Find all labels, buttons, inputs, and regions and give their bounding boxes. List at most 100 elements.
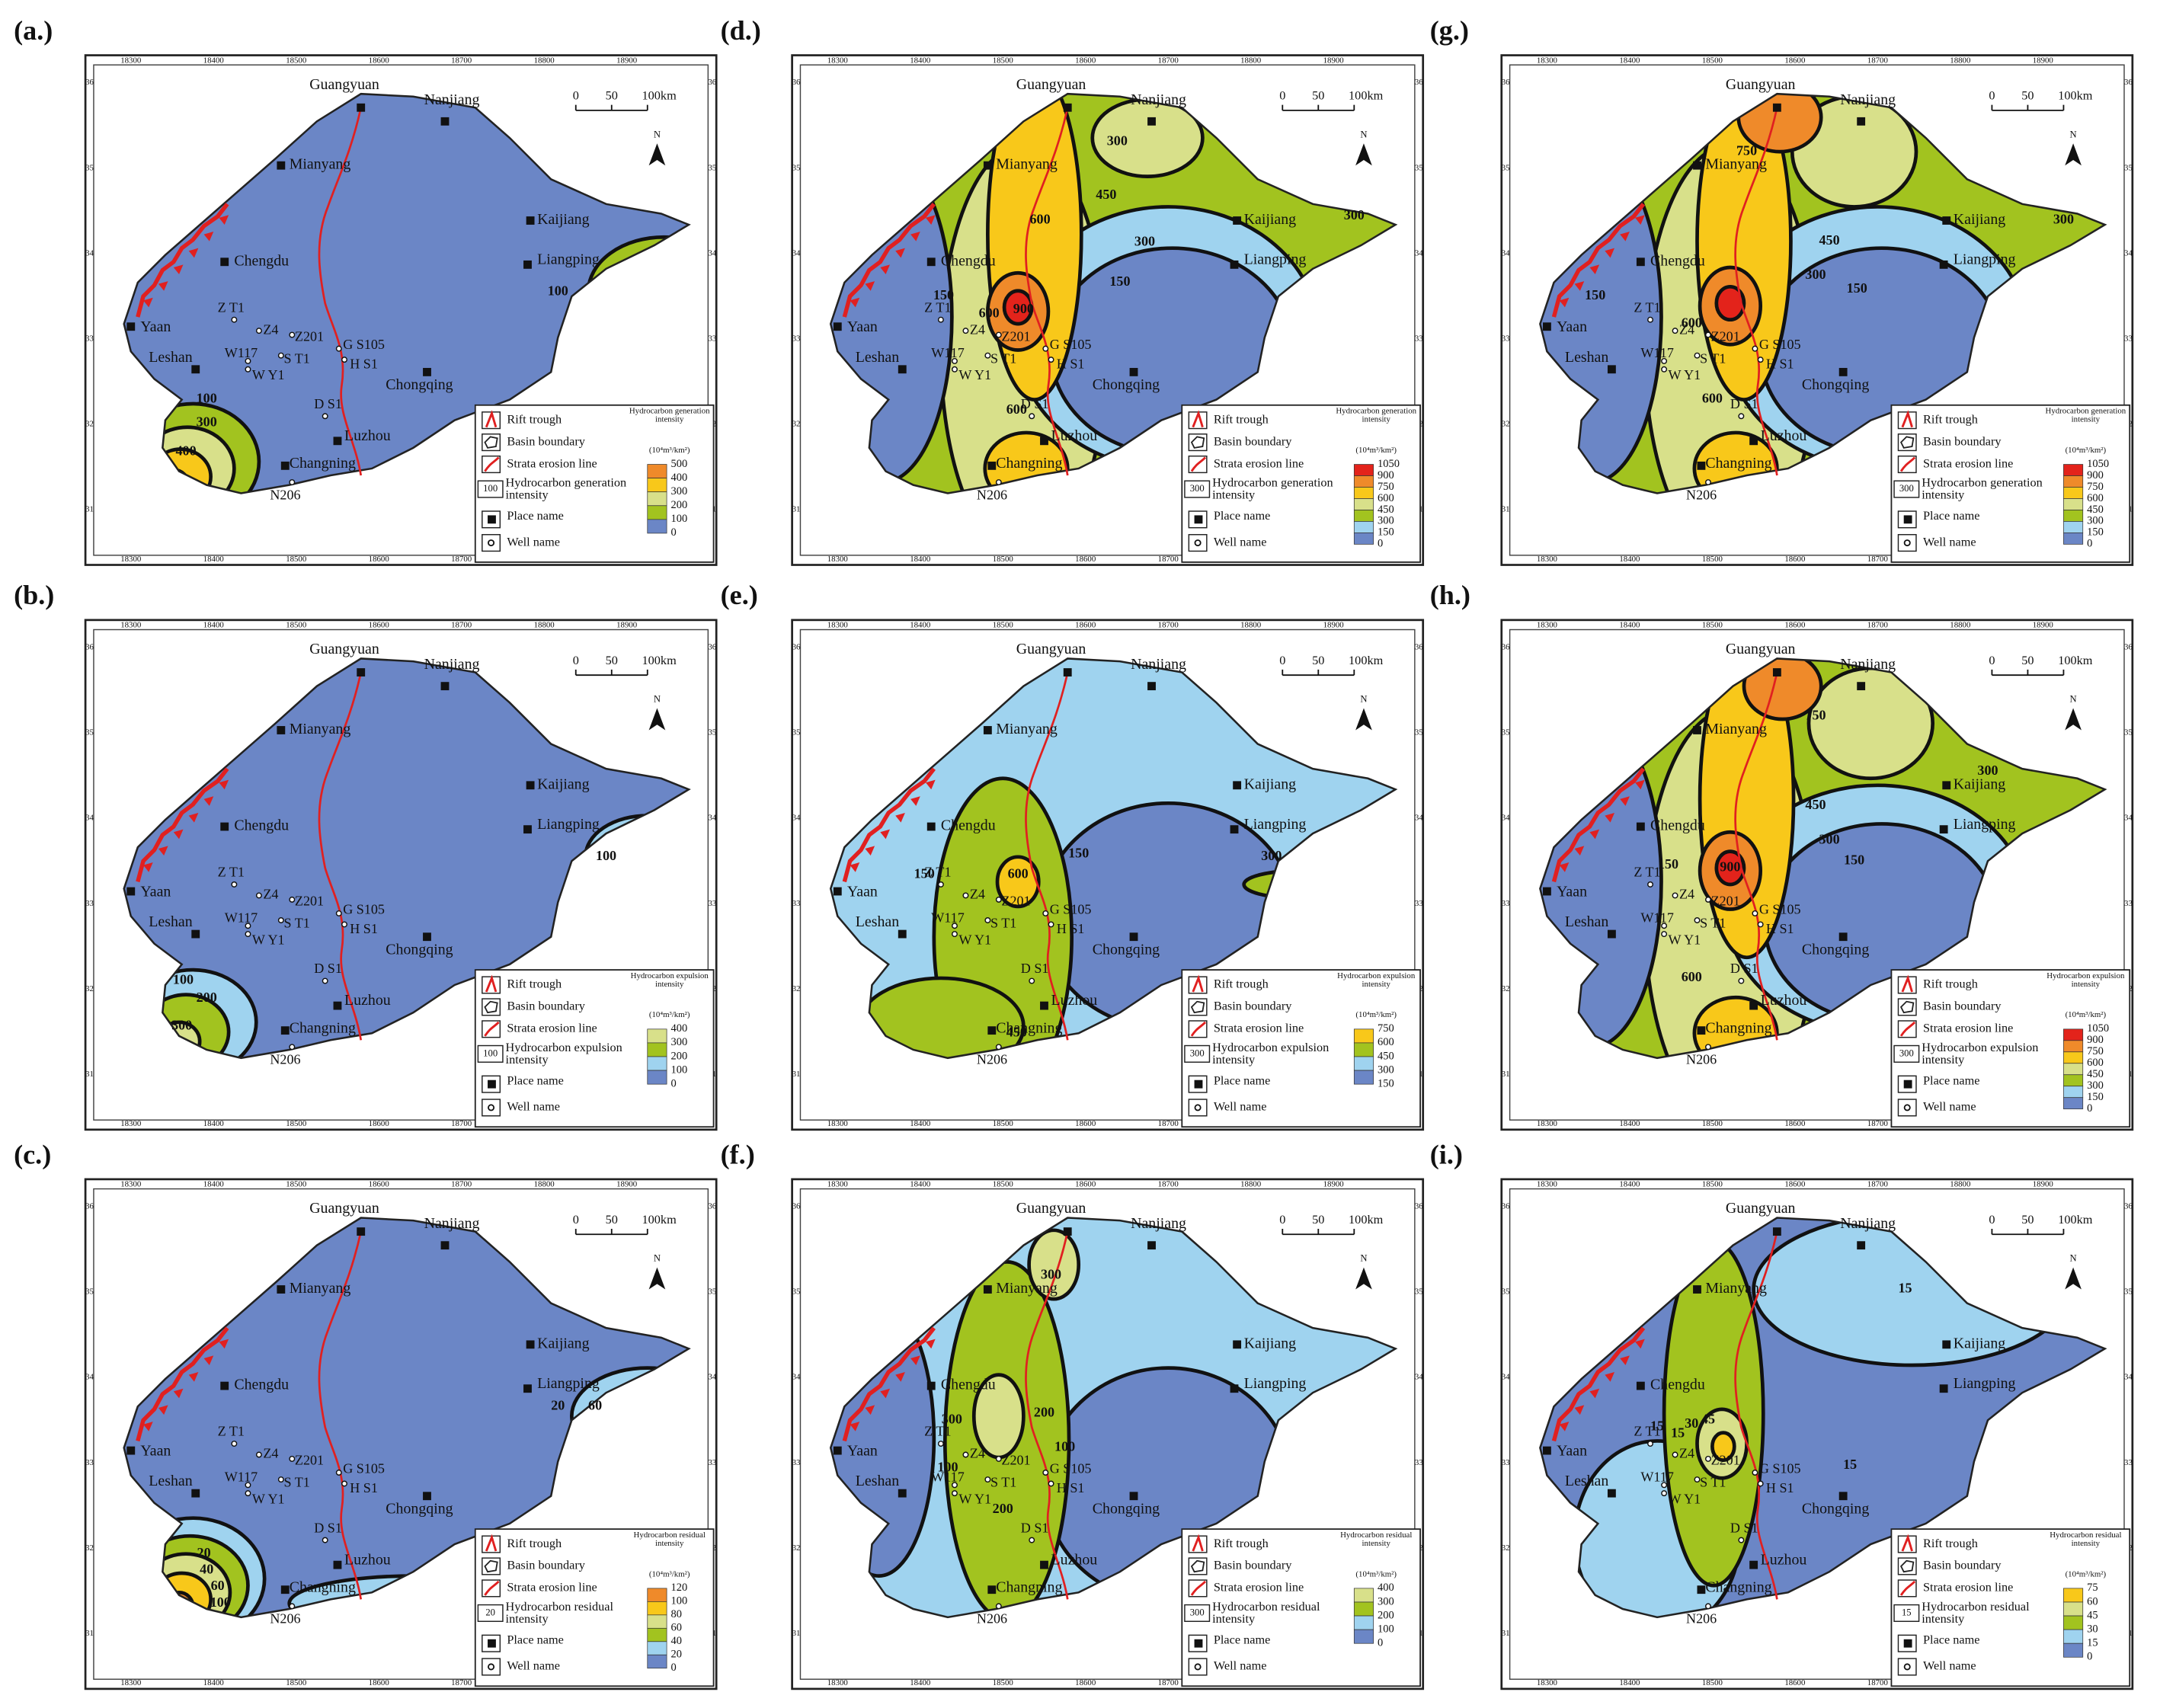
well-marker [341,1480,347,1487]
place-marker [1230,260,1239,269]
rift-tooth [1605,1372,1615,1382]
contour-label: 600 [1008,865,1029,881]
north-arrow [648,708,666,731]
coord-label: 31 [792,1070,801,1079]
legend-color [1353,510,1374,522]
well-marker [277,352,284,359]
coord-label: 18600 [369,1678,389,1687]
well-name: Z4 [1679,321,1694,337]
rift-tooth [910,796,920,806]
place-marker [1063,1227,1072,1236]
legend-value: 150 [1378,1077,1394,1089]
legend-rift-icon [1192,974,1204,993]
place-marker [1636,257,1645,267]
legend-color [2063,1028,2084,1041]
legend-value: 600 [1378,492,1394,504]
well-marker [231,881,238,888]
place-marker [1693,1285,1701,1294]
legend-place-icon [1903,1079,1912,1089]
basin-boundary [1539,92,2107,494]
well-marker [335,910,342,916]
scale-label: 50 [2021,654,2034,667]
coord-label: 18700 [1867,1678,1888,1687]
well-name: Z4 [263,1446,278,1461]
coord-label: 18500 [1702,1119,1723,1128]
well-name: H S1 [1766,921,1794,936]
place-marker [526,216,535,225]
rift-tooth [1574,846,1585,856]
well-name: H S1 [1766,1480,1794,1495]
place-name: Chengdu [1650,817,1705,834]
place-marker [423,367,431,376]
well-name: W117 [931,1469,965,1484]
coord-label: 36 [708,78,716,87]
legend-sample-box [1184,1604,1211,1623]
legend-item: Rift trough [507,1537,562,1550]
place-marker [983,726,992,734]
well-name: D S1 [1021,1520,1049,1535]
place-marker [1939,260,1948,269]
place-name: Leshan [1565,913,1608,930]
contour-label: 100 [197,391,217,406]
place-name: Chongqing [1802,376,1869,393]
well-marker [245,931,251,938]
map-inner-frame [1509,629,2125,1121]
rift-tooth [1635,1339,1645,1349]
place-name: Kaijiang [537,211,589,228]
contour-label: 600 [1030,212,1051,227]
rift-tooth [1635,215,1645,225]
coord-label: 18500 [1702,1180,1723,1189]
coord-label: 35 [1415,1287,1423,1297]
well-marker [277,917,284,923]
coord-label: 18900 [2033,56,2053,65]
well-name: Z201 [1001,894,1030,909]
place-name: Guangyuan [309,76,379,93]
place-name: Liangping [537,816,600,833]
rift-tooth [1574,1405,1585,1415]
coord-label: 18500 [993,621,1013,630]
place-name: Kaijiang [537,1335,589,1351]
panel-label: (f.) [721,1139,755,1169]
basin-boundary [829,657,1398,1060]
well-name: Z T1 [1634,865,1660,880]
contour-label: 600 [979,305,1000,321]
coord-label: 18800 [534,621,555,630]
legend-value: 450 [1378,1050,1394,1062]
scale-label: 50 [1312,89,1324,103]
coord-label: 18900 [616,56,637,65]
legend-value: 0 [671,526,677,539]
coord-label: 18700 [451,56,472,65]
legend-value: 15 [2087,1637,2098,1649]
place-name: Liangping [1244,251,1307,268]
legend-place-icon [1194,1079,1203,1089]
place-marker [357,103,366,112]
legend-color [1353,487,1374,499]
place-marker [220,822,229,831]
rift-trough [1551,203,1646,318]
coord-label: 18300 [1537,1678,1557,1687]
place-marker [1942,781,1951,790]
well-name: W Y1 [252,932,285,947]
place-name: Luzhou [1051,427,1098,444]
legend-title-box: Hydrocarbon residual intensity [2050,1532,2121,1549]
place-marker [191,929,200,939]
contour-label: 150 [1068,845,1089,860]
legend-item: Well name [1214,1659,1267,1673]
legend-item: Basin boundary [1214,434,1292,448]
legend-unit: (10⁴m³/km²) [1355,1569,1397,1578]
place-name: Chengdu [234,1377,289,1393]
legend-intensity-label: Hydrocarbon expulsion intensity [1922,1041,2039,1067]
place-name: Guangyuan [309,641,379,657]
coord-label: 33 [708,334,716,343]
legend-title: Hydrocarbon expulsion intensity [2046,972,2125,990]
rift-tooth [173,264,184,275]
legend-unit: (10⁴m³/km²) [2066,446,2107,455]
scale-label: 100km [1349,654,1384,667]
coord-label: 18700 [1158,1119,1179,1128]
well-name: Z201 [1001,1453,1030,1468]
legend-unit: (10⁴m³/km²) [1355,446,1397,455]
place-name: Yaan [140,1442,171,1459]
legend-title-box: Hydrocarbon expulsion intensity [631,973,709,990]
place-marker [523,825,532,834]
